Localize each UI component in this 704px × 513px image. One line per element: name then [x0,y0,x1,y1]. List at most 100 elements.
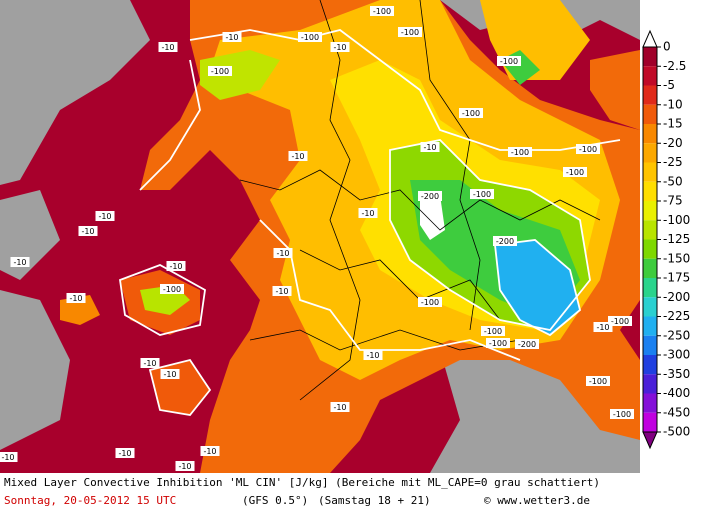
contour-label: -10 [275,287,288,296]
legend-label: -2.5 [663,59,686,73]
contour-label: -100 [421,298,439,307]
legend-label: -450 [663,405,690,419]
label-box [166,261,186,271]
legend-label: -200 [663,290,690,304]
contour-label: -100 [484,327,502,336]
legend-label: -125 [663,232,690,246]
label-box [95,211,115,221]
legend-swatch [643,335,657,355]
label-box [10,257,30,267]
label-box [208,66,232,76]
contour-label: -100 [579,145,597,154]
contour-label: -10 [423,143,436,152]
legend-label: -350 [663,367,690,381]
legend-swatch [643,297,657,317]
legend-label: -25 [663,155,683,169]
legend-swatch [643,47,657,67]
label-box [370,6,394,16]
footer-model: (GFS 0.5°) [242,494,308,507]
footer-run: (Samstag 18 + 21) [318,494,431,507]
label-box [200,446,220,456]
contour-label: -100 [301,33,319,42]
label-box [158,42,178,52]
borders [239,0,601,401]
label-box [0,452,18,462]
legend: 0 -2.5 -5 -10 -15 -20 -25 -50 -75 -100 -125 -150 -17… [642,29,690,450]
contour-label: -10 [225,33,238,42]
contour-label: -200 [496,237,514,246]
legend-swatch [643,316,657,336]
label-box [363,350,383,360]
contour-label: -10 [81,227,94,236]
label-box [576,144,600,154]
label-box [610,409,634,419]
legend-label: -100 [663,213,690,227]
contour-label: -10 [366,351,379,360]
legend-swatch [643,181,657,201]
legend-swatch [643,258,657,278]
contour-label: -10 [118,449,131,458]
legend-label: 0 [663,40,671,54]
label-box [563,167,587,177]
label-box [593,322,613,332]
legend-label: -250 [663,328,690,342]
contour-label: -100 [163,285,181,294]
legend-label: -5 [663,78,675,92]
label-box [515,339,539,349]
label-box [222,32,242,42]
contour-label: -100 [611,317,629,326]
label-box [330,402,350,412]
label-box [459,108,483,118]
label-box [470,189,494,199]
contour-label: -200 [421,192,439,201]
contour-label: -10 [333,403,346,412]
legend-bottom [642,431,658,450]
legend-label: -400 [663,386,690,400]
footer-credit: © www.wetter3.de [484,494,590,507]
label-box [508,147,532,157]
contour-label: -100 [613,410,631,419]
legend-swatch [643,278,657,298]
contour-label: -100 [489,339,507,348]
label-box [486,338,510,348]
label-box [398,27,422,37]
contour-label: -100 [373,7,391,16]
label-box [288,151,308,161]
contour-label: -10 [163,370,176,379]
legend-label: -300 [663,348,690,362]
legend-label: -75 [663,194,683,208]
label-box [160,284,184,294]
footer: Mixed Layer Convective Inhibition 'ML CI… [4,476,600,507]
contour-label: -10 [361,209,374,218]
legend-swatch [643,143,657,163]
legend-swatch [643,201,657,221]
contour-label: -10 [169,262,182,271]
label-box [330,42,350,52]
contour-label: -10 [178,462,191,471]
label-box [418,191,442,201]
label-box [497,56,521,66]
legend-swatch [643,162,657,182]
legend-swatch [643,239,657,259]
label-box [175,461,195,471]
contour-label: -200 [518,340,536,349]
contour-label: -100 [462,109,480,118]
legend-swatch [643,85,657,105]
contour-label: -10 [276,249,289,258]
legend-label: -10 [663,97,683,111]
legend-swatch [643,220,657,240]
contour-label: -10 [143,359,156,368]
legend-label: -150 [663,251,690,265]
footer-date: Sonntag, 20-05-2012 15 UTC [4,494,176,507]
label-box [420,142,440,152]
legend-top [642,29,658,48]
label-box [140,358,160,368]
label-box [78,226,98,236]
legend-label: -175 [663,271,690,285]
label-box [66,293,86,303]
label-box [273,248,293,258]
legend-swatch [643,374,657,394]
label-box [418,297,442,307]
contour-label: -10 [291,152,304,161]
